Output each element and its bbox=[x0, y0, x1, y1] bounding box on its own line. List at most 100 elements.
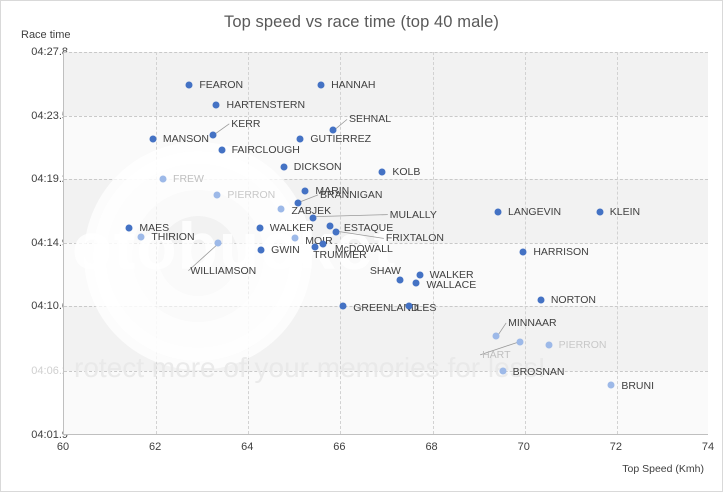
data-point[interactable] bbox=[326, 222, 334, 230]
data-point-label: FRIXTALON bbox=[385, 232, 444, 245]
gridline-vertical bbox=[156, 52, 158, 434]
data-point[interactable] bbox=[596, 208, 604, 216]
data-point-label: KOLB bbox=[392, 165, 421, 178]
data-point[interactable] bbox=[412, 279, 420, 287]
gridline-vertical bbox=[616, 52, 618, 434]
data-point[interactable] bbox=[339, 302, 347, 310]
data-point-label: HARRISON bbox=[533, 245, 589, 258]
data-point[interactable] bbox=[416, 271, 424, 279]
data-point-label: THIRION bbox=[151, 230, 195, 243]
data-point-label: FREW bbox=[173, 173, 204, 186]
data-point-label: FEARON bbox=[199, 78, 244, 91]
x-axis-tick: 60 bbox=[56, 441, 70, 453]
data-point-label: KLEIN bbox=[609, 205, 641, 218]
data-point-label: MANSON bbox=[162, 133, 209, 146]
data-point[interactable] bbox=[332, 228, 340, 236]
data-point-label: KERR bbox=[231, 117, 261, 130]
gridline-horizontal bbox=[64, 371, 708, 373]
data-point[interactable] bbox=[492, 332, 500, 340]
data-point[interactable] bbox=[218, 146, 226, 154]
data-point-label: PIERRON bbox=[227, 189, 276, 202]
data-point[interactable] bbox=[159, 175, 167, 183]
gridline-horizontal bbox=[64, 306, 708, 308]
data-point[interactable] bbox=[277, 205, 285, 213]
data-point[interactable] bbox=[309, 214, 317, 222]
data-point-label: ILES bbox=[413, 302, 437, 315]
plot-area: otobucket rotect more of your memories f… bbox=[63, 52, 708, 435]
data-point-label: BRANNIGAN bbox=[320, 188, 383, 201]
data-point[interactable] bbox=[607, 381, 615, 389]
data-point-label: MAES bbox=[139, 221, 170, 234]
data-point[interactable] bbox=[291, 234, 299, 242]
data-point-label: MULALLY bbox=[389, 208, 437, 221]
data-point[interactable] bbox=[329, 126, 337, 134]
data-point[interactable] bbox=[296, 135, 304, 143]
data-point-label: HANNAH bbox=[331, 78, 376, 91]
x-axis-tick: 66 bbox=[333, 441, 346, 453]
data-point[interactable] bbox=[137, 233, 145, 241]
data-point-label: FAIRCLOUGH bbox=[231, 143, 300, 156]
x-axis-tick: 74 bbox=[701, 441, 715, 453]
data-point[interactable] bbox=[319, 240, 327, 248]
data-point-label: HARTENSTERN bbox=[226, 99, 306, 112]
data-point[interactable] bbox=[499, 367, 507, 375]
data-point[interactable] bbox=[125, 224, 133, 232]
plot-band bbox=[64, 52, 708, 116]
data-point[interactable] bbox=[149, 135, 157, 143]
data-point[interactable] bbox=[516, 338, 524, 346]
data-point[interactable] bbox=[396, 276, 404, 284]
gridline-horizontal bbox=[64, 115, 708, 117]
data-point-label: MINNAAR bbox=[508, 316, 557, 329]
data-point[interactable] bbox=[378, 168, 386, 176]
y-axis-tick: 04:19.2 bbox=[31, 173, 68, 186]
data-point-label: WALLACE bbox=[426, 278, 477, 291]
data-point[interactable] bbox=[494, 208, 502, 216]
data-point-label: ESTAQUE bbox=[343, 222, 394, 235]
data-point[interactable] bbox=[537, 296, 545, 304]
data-point[interactable] bbox=[185, 81, 193, 89]
data-point[interactable] bbox=[294, 199, 302, 207]
x-axis-tick: 64 bbox=[241, 441, 254, 453]
y-axis-tick: 04:27.8 bbox=[31, 46, 68, 58]
data-point-label: WALKER bbox=[429, 269, 474, 282]
data-point[interactable] bbox=[257, 246, 265, 254]
x-axis-tick: 72 bbox=[609, 441, 622, 453]
x-axis-tick: 62 bbox=[149, 441, 162, 453]
data-point-label: GWIN bbox=[271, 244, 300, 257]
data-point[interactable] bbox=[405, 302, 413, 310]
data-point-label: TRUMMER bbox=[313, 249, 367, 262]
chart-title: Top speed vs race time (top 40 male) bbox=[223, 13, 500, 31]
y-axis-title: Race time bbox=[21, 29, 71, 41]
plot-band bbox=[64, 242, 708, 307]
data-point[interactable] bbox=[209, 131, 217, 139]
plot-band bbox=[64, 306, 708, 372]
gridline-vertical bbox=[248, 52, 250, 434]
data-point-label: NORTON bbox=[550, 294, 596, 307]
data-point-label: HART bbox=[482, 348, 511, 361]
data-point[interactable] bbox=[214, 239, 222, 247]
y-axis-tick: 04:01.9 bbox=[31, 429, 68, 441]
data-point[interactable] bbox=[301, 187, 309, 195]
data-point[interactable] bbox=[311, 243, 319, 251]
data-point[interactable] bbox=[213, 191, 221, 199]
data-point[interactable] bbox=[519, 248, 527, 256]
data-point-label: BROSNAN bbox=[512, 366, 565, 379]
gridline-vertical bbox=[340, 52, 342, 434]
data-point[interactable] bbox=[212, 101, 220, 109]
y-axis-tick: 04:06.2 bbox=[31, 365, 68, 378]
data-point-label: MARIN bbox=[315, 185, 350, 197]
data-point-label: McDOWALL bbox=[334, 243, 393, 256]
gridline-horizontal bbox=[64, 179, 708, 181]
x-axis-tick: 70 bbox=[517, 441, 530, 453]
data-point[interactable] bbox=[545, 341, 553, 349]
data-point[interactable] bbox=[280, 163, 288, 171]
data-point-label: WALKER bbox=[269, 221, 314, 234]
data-point-label: DICKSON bbox=[293, 161, 342, 174]
plot-band bbox=[64, 371, 708, 434]
gridline-horizontal bbox=[64, 242, 708, 244]
data-point[interactable] bbox=[256, 224, 264, 232]
data-point[interactable] bbox=[317, 81, 325, 89]
y-axis-tick: 04:14.9 bbox=[31, 236, 68, 249]
data-point-label: WILLIAMSON bbox=[190, 264, 257, 277]
